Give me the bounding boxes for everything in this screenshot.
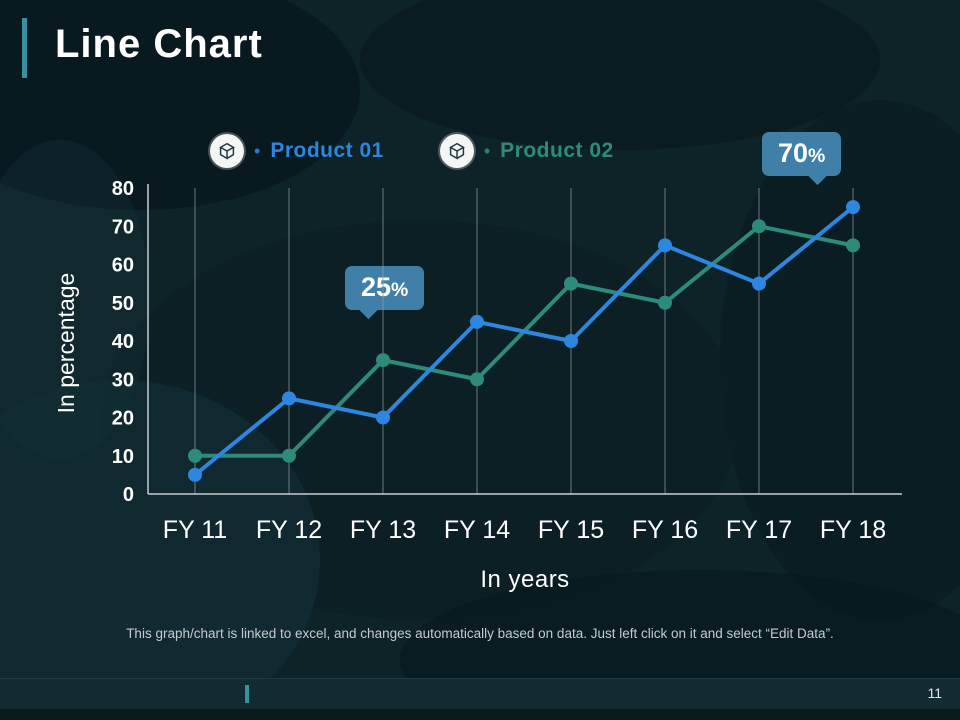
x-tick-label: FY 14 [444, 516, 510, 544]
series-line-product-02 [193, 224, 855, 458]
x-tick-label: FY 11 [163, 516, 227, 544]
data-point-product-01-fy-13[interactable] [376, 410, 390, 425]
x-tick-label: FY 18 [820, 516, 886, 544]
data-point-product-02-fy-18[interactable] [846, 238, 860, 253]
y-tick-label: 80 [112, 178, 134, 200]
y-tick-label: 0 [123, 484, 134, 506]
y-tick-label: 60 [112, 255, 134, 277]
data-point-product-02-fy-17[interactable] [752, 219, 766, 234]
page-number: 11 [927, 685, 942, 701]
callout-70-percent: 70% [762, 132, 842, 177]
data-point-product-01-fy-17[interactable] [752, 276, 766, 291]
data-point-product-02-fy-16[interactable] [658, 295, 672, 310]
data-point-product-02-fy-14[interactable] [470, 372, 484, 387]
callout-value: 70 [778, 138, 809, 168]
series-line-product-01 [193, 205, 855, 477]
legend-bullet: • [254, 140, 261, 161]
x-tick-label: FY 12 [256, 516, 322, 544]
callout-value: 25 [361, 272, 392, 302]
data-point-product-01-fy-16[interactable] [658, 238, 672, 253]
legend-label-product-02: Product 02 [500, 139, 614, 162]
data-point-product-01-fy-11[interactable] [188, 467, 202, 482]
x-tick-label: FY 13 [350, 516, 416, 544]
x-tick-label: FY 16 [632, 516, 698, 544]
data-point-product-01-fy-15[interactable] [564, 334, 578, 348]
bottom-accent-bar [245, 685, 249, 703]
y-tick-label: 20 [112, 408, 134, 430]
data-point-product-01-fy-14[interactable] [470, 314, 484, 329]
chart-legend: • Product 01 • Product 02 [210, 134, 614, 168]
data-point-product-02-fy-13[interactable] [376, 353, 390, 368]
y-tick-label: 40 [112, 331, 134, 353]
y-axis-title: In percentage [53, 272, 79, 414]
cube-icon [439, 134, 474, 168]
cube-icon [210, 134, 244, 168]
y-tick-label: 50 [112, 293, 134, 315]
y-tick-label: 70 [112, 216, 134, 238]
title-accent-bar [22, 18, 27, 78]
callout-unit: % [808, 145, 826, 167]
y-tick-label: 10 [112, 446, 134, 468]
data-point-product-02-fy-15[interactable] [564, 276, 578, 291]
legend-item-product-01[interactable]: • Product 01 [210, 134, 384, 168]
data-point-product-01-fy-18[interactable] [846, 200, 860, 215]
x-tick-label: FY 17 [726, 516, 792, 544]
page-title: Line Chart [55, 22, 263, 66]
x-tick-label: FY 15 [538, 516, 604, 544]
legend-bullet: • [483, 140, 491, 161]
callout-unit: % [391, 279, 409, 301]
y-tick-label: 30 [112, 369, 134, 391]
data-point-product-02-fy-11[interactable] [188, 448, 202, 463]
legend-label-product-01: Product 01 [270, 139, 384, 162]
bottom-bar: 11 [0, 678, 960, 720]
callout-25-percent: 25% [345, 266, 425, 311]
data-point-product-02-fy-12[interactable] [282, 448, 296, 463]
legend-item-product-02[interactable]: • Product 02 [439, 134, 614, 168]
x-axis-title: In years [480, 566, 570, 593]
data-point-product-01-fy-12[interactable] [282, 391, 296, 406]
footer-note: This graph/chart is linked to excel, and… [126, 626, 834, 641]
